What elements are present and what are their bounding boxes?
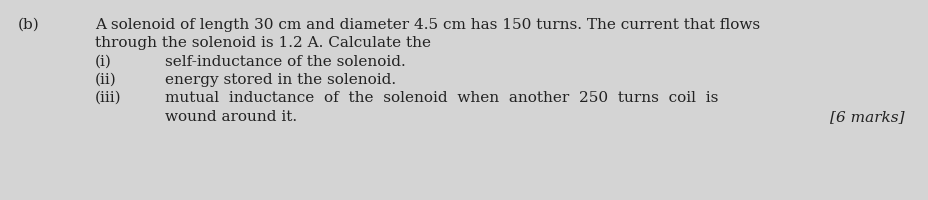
Text: through the solenoid is 1.2 A. Calculate the: through the solenoid is 1.2 A. Calculate… [95,36,431,50]
Text: (i): (i) [95,55,111,69]
Text: A solenoid of length 30 cm and diameter 4.5 cm has 150 turns. The current that f: A solenoid of length 30 cm and diameter … [95,18,759,32]
Text: self-inductance of the solenoid.: self-inductance of the solenoid. [165,55,406,69]
Text: mutual  inductance  of  the  solenoid  when  another  250  turns  coil  is: mutual inductance of the solenoid when a… [165,91,717,105]
Text: energy stored in the solenoid.: energy stored in the solenoid. [165,73,395,87]
Text: wound around it.: wound around it. [165,110,297,124]
Text: (ii): (ii) [95,73,117,87]
Text: [6 marks]: [6 marks] [830,110,904,124]
Text: (iii): (iii) [95,91,122,105]
Text: (b): (b) [18,18,40,32]
